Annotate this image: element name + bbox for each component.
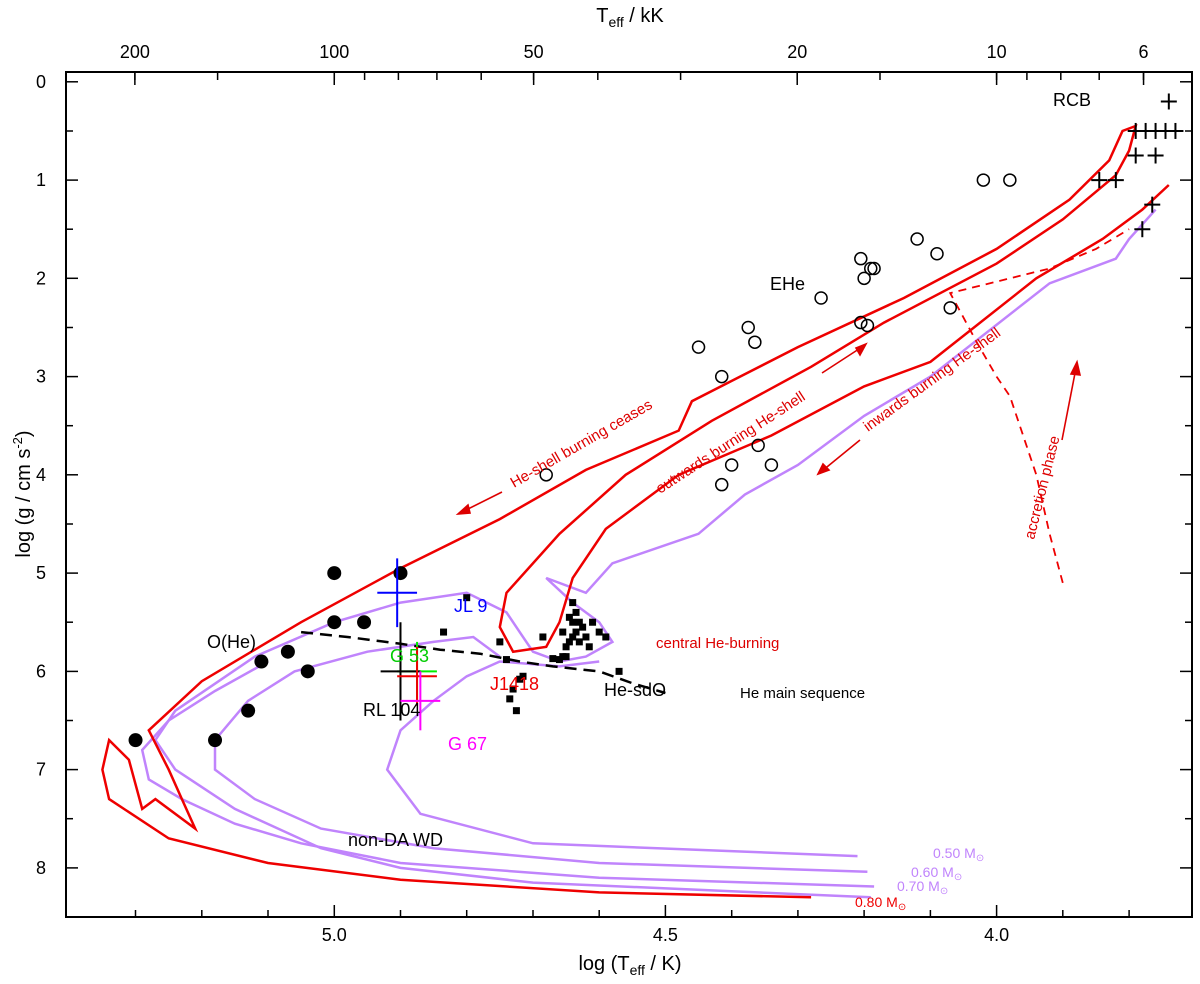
he-sdo-point — [503, 656, 510, 663]
ehe-point — [944, 302, 956, 314]
arrow-inwards — [822, 440, 860, 471]
label-rcb: RCB — [1053, 90, 1091, 110]
label-mass-050: 0.50 M⊙ — [933, 845, 984, 864]
he-sdo-point — [579, 624, 586, 631]
ohe-point — [254, 655, 268, 669]
hr-diagram: log (Teff / K) Teff / kK log (g / cm s-2… — [0, 0, 1200, 984]
top-tick-label: 6 — [1139, 42, 1149, 62]
y-tick-label: 5 — [36, 563, 46, 583]
arrow-shell-ceases-head — [458, 505, 470, 514]
top-axis-title: Teff / kK — [596, 5, 664, 30]
arrow-outwards-head — [856, 344, 866, 355]
label-shell-ceases: He-shell burning ceases — [508, 396, 656, 491]
ehe-point — [726, 459, 738, 471]
he-sdo-point — [496, 638, 503, 645]
top-tick-label: 50 — [524, 42, 544, 62]
label-mass-080: 0.80 M⊙ — [855, 894, 906, 913]
he-sdo-point — [616, 668, 623, 675]
arrow-accretion — [1062, 368, 1076, 440]
ohe-point — [281, 645, 295, 659]
he-sdo-point — [573, 609, 580, 616]
ohe-point — [393, 566, 407, 580]
label-accretion: accretion phase — [1021, 434, 1063, 541]
y-tick-label: 1 — [36, 170, 46, 190]
he-sdo-point — [549, 655, 556, 662]
ohe-point — [327, 615, 341, 629]
arrow-outwards — [822, 347, 862, 373]
ehe-point — [815, 292, 827, 304]
x-tick-label: 4.0 — [984, 925, 1009, 945]
chart-svg: log (Teff / K) Teff / kK log (g / cm s-2… — [0, 0, 1200, 984]
ehe-point — [716, 371, 728, 383]
label-non-da-wd: non-DA WD — [348, 830, 443, 850]
ohe-point — [241, 704, 255, 718]
label-rl104: RL 104 — [363, 700, 420, 720]
ehe-point — [765, 459, 777, 471]
he-sdo-point — [586, 643, 593, 650]
label-he-sdo: He-sdO — [604, 680, 666, 700]
label-he-main-sequence: He main sequence — [740, 685, 865, 702]
x-tick-label: 5.0 — [322, 925, 347, 945]
he-sdo-point — [513, 707, 520, 714]
he-sdo-point — [440, 629, 447, 636]
ohe-point — [208, 733, 222, 747]
label-ohe: O(He) — [207, 632, 256, 652]
y-tick-label: 3 — [36, 367, 46, 387]
ehe-point — [855, 253, 867, 265]
ehe-point — [977, 174, 989, 186]
x-tick-label: 4.5 — [653, 925, 678, 945]
label-central-he-burning: central He-burning — [656, 635, 779, 652]
ehe-point — [1004, 174, 1016, 186]
arrow-inwards-head — [818, 464, 829, 474]
ehe-point — [749, 336, 761, 348]
he-sdo-point — [589, 619, 596, 626]
x-axis-title: log (Teff / K) — [578, 953, 681, 978]
ohe-point — [327, 566, 341, 580]
ehe-point — [693, 341, 705, 353]
he-sdo-point — [566, 614, 573, 621]
he-sdo-point — [596, 629, 603, 636]
y-tick-label: 6 — [36, 661, 46, 681]
y-tick-label: 4 — [36, 465, 46, 485]
label-g53: G 53 — [390, 646, 429, 666]
ehe-point — [911, 233, 923, 245]
ohe-point — [129, 733, 143, 747]
y-tick-label: 8 — [36, 858, 46, 878]
top-tick-label: 20 — [787, 42, 807, 62]
ohe-point — [301, 664, 315, 678]
he-sdo-point — [582, 633, 589, 640]
he-sdo-point — [506, 695, 513, 702]
top-tick-label: 200 — [120, 42, 150, 62]
top-tick-label: 100 — [319, 42, 349, 62]
y-tick-label: 2 — [36, 268, 46, 288]
y-tick-label: 0 — [36, 72, 46, 92]
he-sdo-point — [559, 653, 566, 660]
plot-frame — [66, 72, 1192, 917]
he-sdo-point — [559, 629, 566, 636]
ehe-point — [931, 248, 943, 260]
he-sdo-point — [569, 599, 576, 606]
he-sdo-point — [563, 643, 570, 650]
top-tick-label: 10 — [987, 42, 1007, 62]
ehe-point — [716, 479, 728, 491]
arrow-accretion-head — [1071, 362, 1080, 375]
ehe-point — [742, 321, 754, 333]
ehe-point — [858, 272, 870, 284]
he-sdo-point — [576, 638, 583, 645]
label-mass-070: 0.70 M⊙ — [897, 878, 948, 897]
label-ehe: EHe — [770, 274, 805, 294]
he-sdo-point — [602, 633, 609, 640]
purple-track-0 — [155, 210, 1155, 898]
purple-evolution-tracks — [142, 210, 1155, 898]
label-jl9: JL 9 — [454, 596, 487, 616]
ohe-point — [357, 615, 371, 629]
label-j1418: J1418 — [490, 674, 539, 694]
he-sdo-point — [539, 633, 546, 640]
y-tick-label: 7 — [36, 760, 46, 780]
axis-ticks: 5.0 4.5 4.0 0 1 2 3 4 5 6 7 8 200 100 50 20 10 6 — [36, 42, 1192, 945]
red-evolution-tracks — [102, 126, 1168, 897]
red-track-0 — [102, 126, 1168, 897]
y-axis-title: log (g / cm s-2) — [10, 430, 35, 557]
label-g67: G 67 — [448, 734, 487, 754]
